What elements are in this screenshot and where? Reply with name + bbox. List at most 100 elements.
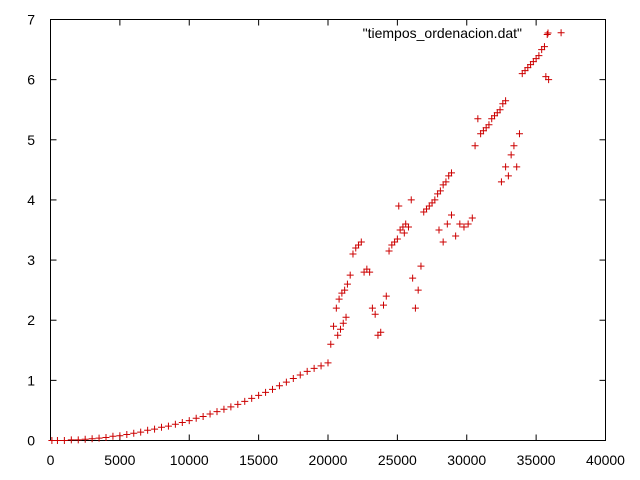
data-point xyxy=(368,304,376,312)
data-point xyxy=(557,29,565,37)
data-point xyxy=(109,432,117,440)
data-point xyxy=(213,408,221,416)
data-point xyxy=(88,435,96,443)
x-tick-label: 40000 xyxy=(586,452,625,468)
data-point xyxy=(137,428,145,436)
data-point xyxy=(275,382,283,390)
data-point xyxy=(436,187,444,195)
data-point xyxy=(60,437,68,444)
data-point xyxy=(407,196,415,204)
data-point xyxy=(485,121,493,129)
data-point xyxy=(192,414,200,422)
data-point xyxy=(515,130,523,138)
data-point xyxy=(151,425,159,433)
data-point xyxy=(317,362,325,370)
data-point xyxy=(535,52,543,60)
data-point xyxy=(341,286,349,294)
data-point xyxy=(335,295,343,303)
x-tick-label: 25000 xyxy=(378,452,417,468)
data-point xyxy=(435,226,443,234)
y-tick-label: 6 xyxy=(27,72,35,88)
data-point xyxy=(385,247,393,255)
data-point xyxy=(371,310,379,318)
legend-label: "tiempos_ordenacion.dat" xyxy=(363,25,522,41)
x-tick-label: 10000 xyxy=(170,452,209,468)
data-point xyxy=(227,403,235,411)
data-point xyxy=(324,359,332,367)
data-point xyxy=(185,417,193,425)
data-point xyxy=(496,106,504,114)
data-point xyxy=(468,214,476,222)
data-point xyxy=(342,313,350,321)
data-point xyxy=(206,410,214,418)
data-point xyxy=(513,163,521,171)
data-point xyxy=(393,235,401,243)
data-point xyxy=(543,31,551,39)
data-point xyxy=(411,304,419,312)
y-tick-label: 3 xyxy=(27,252,35,268)
data-point xyxy=(116,432,124,440)
data-point xyxy=(158,423,165,431)
data-point xyxy=(507,151,515,159)
data-point xyxy=(442,178,450,186)
data-point xyxy=(545,76,553,84)
data-point xyxy=(400,229,408,237)
data-point xyxy=(164,422,172,430)
data-point xyxy=(346,271,354,279)
x-tick-label: 5000 xyxy=(104,452,135,468)
data-point xyxy=(303,367,311,375)
data-point xyxy=(497,178,505,186)
data-point xyxy=(349,250,357,258)
data-point xyxy=(241,397,249,405)
data-point xyxy=(332,304,340,312)
data-point xyxy=(130,429,138,437)
data-point xyxy=(460,223,468,231)
y-tick-label: 1 xyxy=(27,372,35,388)
data-point xyxy=(327,340,335,348)
data-point xyxy=(443,220,451,228)
data-point xyxy=(269,385,276,393)
data-point xyxy=(296,371,304,379)
data-point xyxy=(255,391,263,399)
data-point xyxy=(464,220,472,228)
data-point xyxy=(199,412,207,420)
x-tick-label: 15000 xyxy=(239,452,278,468)
data-point xyxy=(447,169,455,177)
data-point xyxy=(67,436,75,444)
data-point xyxy=(53,437,61,444)
data-point xyxy=(262,388,270,396)
data-point xyxy=(382,292,390,300)
data-points xyxy=(48,29,565,444)
data-point xyxy=(502,97,510,105)
data-point xyxy=(74,436,82,444)
data-point xyxy=(289,375,297,383)
data-point xyxy=(447,211,455,219)
data-point xyxy=(310,364,318,372)
y-tick-label: 2 xyxy=(27,312,35,328)
data-point xyxy=(452,232,460,240)
data-point xyxy=(474,115,482,123)
data-point xyxy=(504,172,512,180)
data-point xyxy=(357,238,365,246)
data-point xyxy=(339,319,347,327)
data-point xyxy=(123,430,131,438)
legend-marker-plus xyxy=(544,29,552,37)
data-point xyxy=(417,262,425,270)
data-point xyxy=(431,196,439,204)
data-point xyxy=(540,43,548,51)
data-point xyxy=(439,238,447,246)
x-tick-label: 30000 xyxy=(447,452,486,468)
data-point xyxy=(377,328,385,336)
x-tick-label: 20000 xyxy=(309,452,348,468)
data-point xyxy=(395,202,403,210)
data-point xyxy=(330,322,338,330)
data-point xyxy=(456,220,464,228)
data-point xyxy=(334,331,342,339)
data-point xyxy=(414,286,422,294)
data-point xyxy=(343,280,351,288)
x-tick-label: 35000 xyxy=(517,452,556,468)
y-tick-label: 5 xyxy=(27,132,35,148)
y-tick-label: 4 xyxy=(27,192,35,208)
data-point xyxy=(144,426,152,434)
